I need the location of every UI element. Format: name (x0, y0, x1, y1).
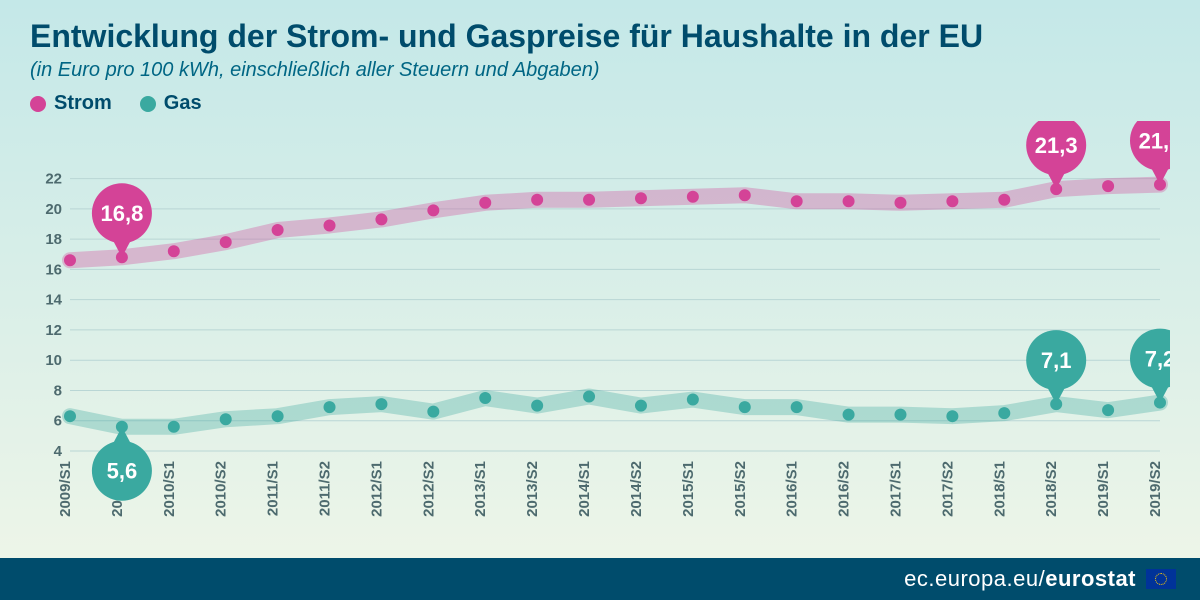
svg-text:5,6: 5,6 (107, 458, 138, 483)
svg-text:2011/S1: 2011/S1 (265, 461, 282, 516)
svg-text:2010/S1: 2010/S1 (161, 461, 178, 517)
svg-text:2011/S2: 2011/S2 (317, 461, 334, 516)
svg-text:22: 22 (45, 171, 62, 188)
legend-dot-gas (140, 96, 156, 112)
svg-text:2013/S2: 2013/S2 (524, 461, 541, 517)
legend-item-strom: Strom (30, 92, 112, 115)
svg-text:20: 20 (45, 201, 62, 218)
svg-text:2012/S1: 2012/S1 (368, 461, 385, 517)
svg-text:2010/S2: 2010/S2 (213, 461, 230, 517)
svg-text:2019/S1: 2019/S1 (1095, 461, 1112, 517)
chart-title: Entwicklung der Strom- und Gaspreise für… (30, 18, 1170, 55)
legend: Strom Gas (30, 92, 1170, 115)
svg-text:6: 6 (54, 413, 62, 430)
svg-text:7,1: 7,1 (1041, 348, 1072, 373)
footer-url-bold: eurostat (1045, 566, 1136, 591)
svg-text:2016/S2: 2016/S2 (836, 461, 853, 517)
footer-url: ec.europa.eu/eurostat (904, 566, 1136, 592)
legend-item-gas: Gas (140, 92, 202, 115)
footer-url-light: ec.europa.eu/ (904, 566, 1045, 591)
svg-text:2019/S2: 2019/S2 (1147, 461, 1164, 517)
eu-flag-icon (1146, 569, 1176, 589)
svg-text:14: 14 (45, 292, 62, 309)
svg-text:12: 12 (45, 322, 62, 339)
svg-text:18: 18 (45, 231, 62, 248)
svg-text:2017/S1: 2017/S1 (887, 461, 904, 517)
svg-text:2013/S1: 2013/S1 (472, 461, 489, 517)
svg-text:16,8: 16,8 (100, 201, 143, 226)
legend-label-gas: Gas (164, 92, 202, 115)
legend-dot-strom (30, 96, 46, 112)
svg-text:2014/S1: 2014/S1 (576, 461, 593, 517)
svg-text:16: 16 (45, 261, 62, 278)
svg-text:2015/S2: 2015/S2 (732, 461, 749, 517)
svg-text:2018/S1: 2018/S1 (991, 461, 1008, 517)
svg-text:10: 10 (45, 352, 62, 369)
svg-text:21,3: 21,3 (1035, 133, 1078, 158)
footer-bar: ec.europa.eu/eurostat (0, 558, 1200, 600)
chart-area: 468101214161820222009/S12009/S22010/S120… (30, 121, 1170, 531)
chart-panel: Entwicklung der Strom- und Gaspreise für… (0, 0, 1200, 558)
legend-label-strom: Strom (54, 92, 112, 115)
svg-text:2017/S2: 2017/S2 (939, 461, 956, 517)
svg-text:2018/S2: 2018/S2 (1043, 461, 1060, 517)
svg-text:7,2: 7,2 (1145, 346, 1170, 371)
svg-text:2009/S1: 2009/S1 (57, 461, 74, 517)
svg-text:2014/S2: 2014/S2 (628, 461, 645, 517)
svg-text:2016/S1: 2016/S1 (784, 461, 801, 517)
svg-text:4: 4 (54, 443, 63, 460)
svg-text:8: 8 (54, 382, 62, 399)
svg-text:2015/S1: 2015/S1 (680, 461, 697, 517)
svg-text:2012/S2: 2012/S2 (420, 461, 437, 517)
chart-subtitle: (in Euro pro 100 kWh, einschließlich all… (30, 59, 1170, 82)
chart-svg: 468101214161820222009/S12009/S22010/S120… (30, 121, 1170, 531)
svg-text:21,6: 21,6 (1139, 128, 1170, 153)
